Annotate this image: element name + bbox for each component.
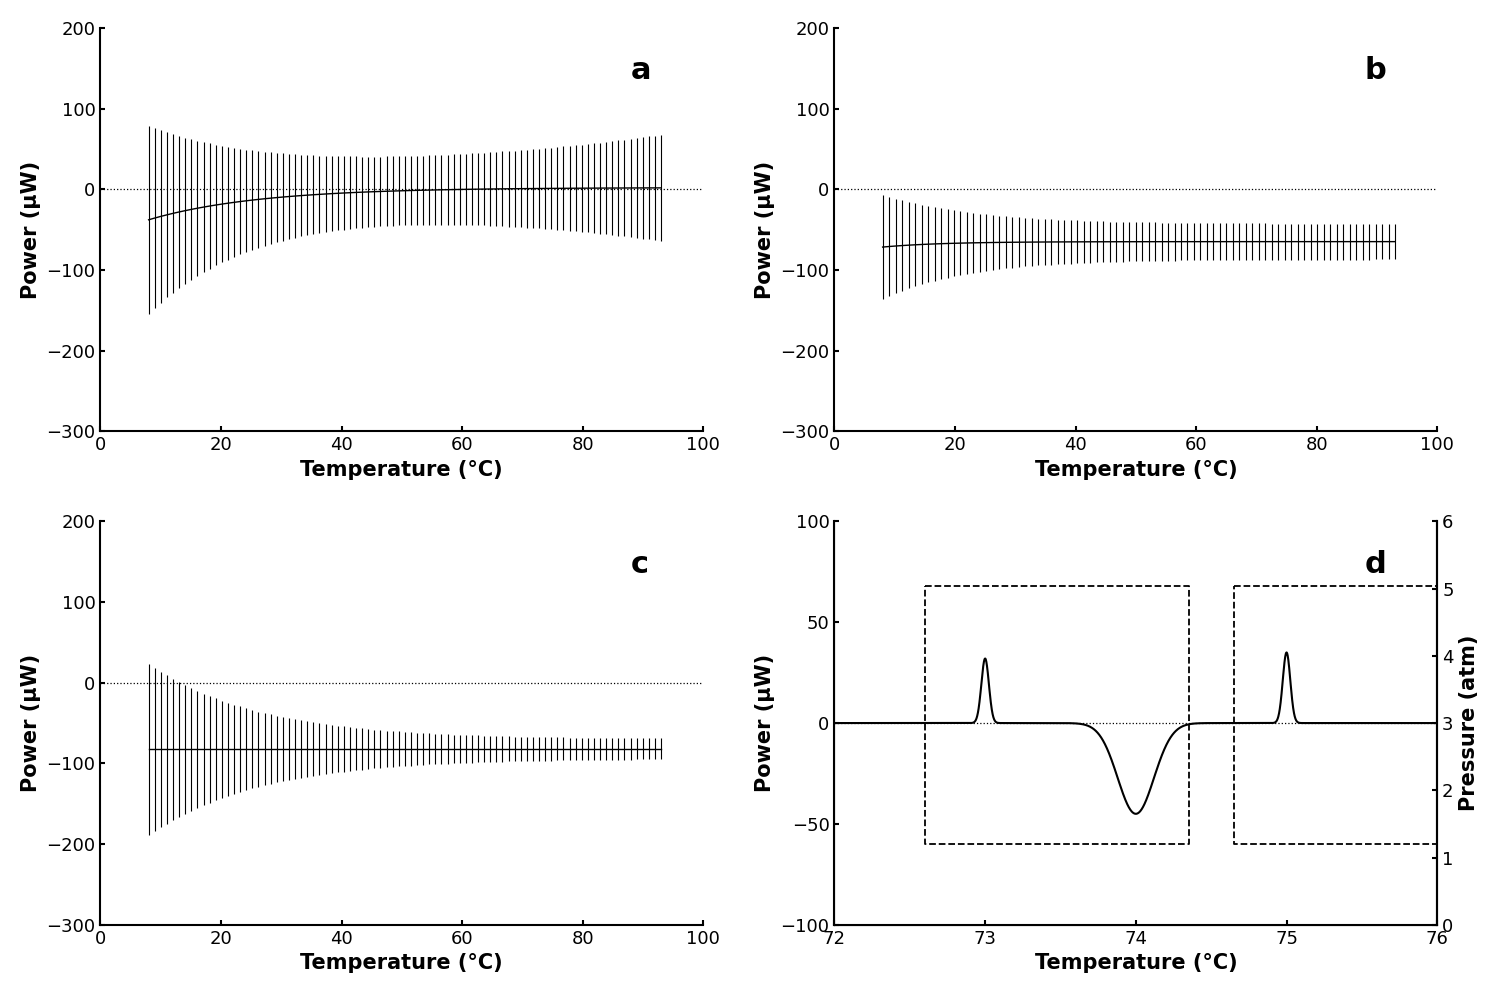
X-axis label: Temperature (°C): Temperature (°C) [300,953,502,973]
Text: c: c [632,550,650,579]
Y-axis label: Power (μW): Power (μW) [754,160,776,298]
X-axis label: Temperature (°C): Temperature (°C) [1035,459,1238,480]
Text: b: b [1365,56,1386,85]
Y-axis label: Power (μW): Power (μW) [21,654,40,792]
Y-axis label: Power (μW): Power (μW) [754,654,776,792]
X-axis label: Temperature (°C): Temperature (°C) [1035,953,1238,973]
Text: d: d [1365,550,1386,579]
Y-axis label: Power (μW): Power (μW) [21,160,40,298]
X-axis label: Temperature (°C): Temperature (°C) [300,459,502,480]
Y-axis label: Pressure (atm): Pressure (atm) [1460,635,1479,811]
Text: a: a [632,56,651,85]
